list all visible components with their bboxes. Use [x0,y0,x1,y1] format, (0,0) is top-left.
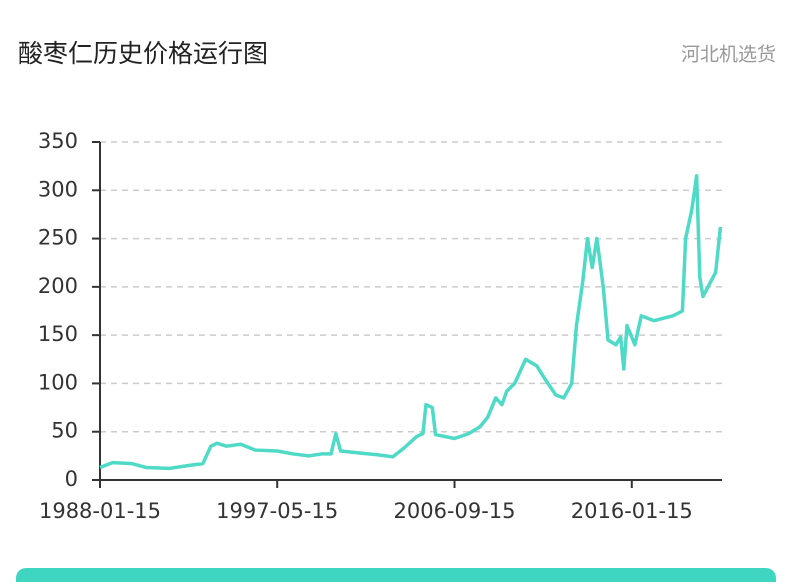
action-bar[interactable] [16,568,776,586]
price-line [99,174,723,471]
y-tick-label: 50 [51,419,78,443]
y-tick-label: 100 [38,370,78,394]
y-tick-label: 0 [65,467,78,491]
x-tick-label: 2016-01-15 [571,499,693,523]
y-tick-label: 350 [38,129,78,153]
y-tick-label: 150 [38,322,78,346]
y-tick-label: 200 [38,274,78,298]
x-tick-label: 1988-01-15 [39,499,161,523]
y-tick-label: 250 [38,226,78,250]
chart-subtitle: 河北机选货 [681,44,776,66]
x-tick-label: 2006-09-15 [393,499,515,523]
y-tick-label: 300 [38,177,78,201]
chart-title: 酸枣仁历史价格运行图 [18,39,268,68]
x-tick-label: 1997-05-15 [216,499,338,523]
